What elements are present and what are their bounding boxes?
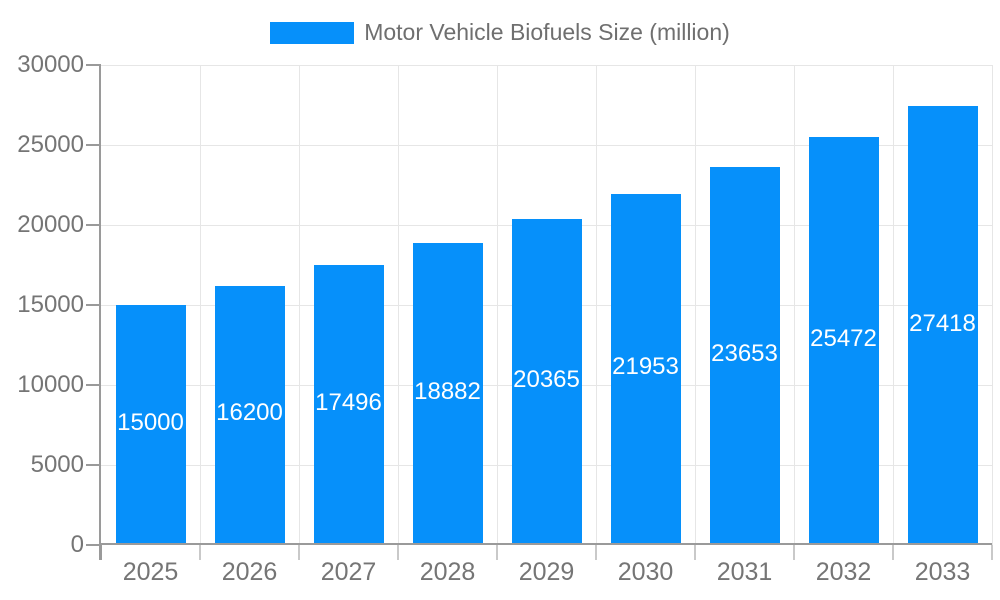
- x-axis-tick-label: 2029: [518, 558, 575, 586]
- bar: [610, 193, 681, 543]
- x-axis-tick: [694, 545, 696, 560]
- bar-value-label: 23653: [711, 339, 778, 367]
- x-axis-tick: [496, 545, 498, 560]
- bar-value-label: 18882: [414, 377, 481, 405]
- y-axis-tick: [86, 464, 101, 466]
- y-axis-tick: [86, 304, 101, 306]
- x-gridline: [793, 65, 795, 545]
- x-axis-tick-label: 2033: [914, 558, 971, 586]
- y-axis-tick-label: 0: [70, 531, 84, 558]
- bar: [115, 305, 186, 543]
- bar-value-label: 17496: [315, 389, 382, 417]
- x-axis-tick: [100, 545, 102, 560]
- bar-value-label: 16200: [216, 399, 283, 427]
- x-axis-tick: [298, 545, 300, 560]
- x-axis-tick: [595, 545, 597, 560]
- y-axis-tick-label: 10000: [17, 371, 84, 398]
- y-axis-tick: [86, 144, 101, 146]
- x-axis-tick-label: 2032: [815, 558, 872, 586]
- y-axis-tick: [86, 384, 101, 386]
- y-axis-tick-label: 20000: [17, 211, 84, 238]
- legend-label: Motor Vehicle Biofuels Size (million): [364, 19, 730, 45]
- bar-value-label: 25472: [810, 325, 877, 353]
- y-axis-tick: [86, 64, 101, 66]
- bar: [709, 166, 780, 543]
- y-axis-tick-label: 30000: [17, 51, 84, 78]
- y-axis-tick-label: 15000: [17, 291, 84, 318]
- x-axis-tick-label: 2025: [122, 558, 179, 586]
- legend: Motor Vehicle Biofuels Size (million): [0, 19, 1000, 46]
- x-gridline: [298, 65, 300, 545]
- x-axis-tick-label: 2026: [221, 558, 278, 586]
- x-axis-tick-label: 2027: [320, 558, 377, 586]
- x-axis-line: [99, 543, 992, 545]
- x-gridline: [892, 65, 894, 545]
- bar: [412, 242, 483, 543]
- y-axis-tick: [86, 544, 101, 546]
- x-axis-tick: [199, 545, 201, 560]
- x-gridline: [694, 65, 696, 545]
- bar: [313, 265, 384, 543]
- bar-value-label: 15000: [117, 409, 184, 436]
- y-axis-tick: [86, 224, 101, 226]
- x-axis-tick-label: 2028: [419, 558, 476, 586]
- x-axis-tick: [793, 545, 795, 560]
- x-axis-tick: [991, 545, 993, 560]
- bar: [808, 137, 879, 543]
- x-gridline: [496, 65, 498, 545]
- x-gridline: [595, 65, 597, 545]
- bar-value-label: 27418: [909, 309, 976, 337]
- x-axis-tick: [892, 545, 894, 560]
- legend-swatch: [270, 21, 355, 44]
- x-axis-tick-label: 2030: [617, 558, 674, 586]
- x-gridline: [199, 65, 201, 545]
- x-axis-tick-label: 2031: [716, 558, 773, 586]
- bar: [511, 219, 582, 543]
- x-axis-tick: [397, 545, 399, 560]
- bar-value-label: 20365: [513, 366, 580, 394]
- bar-value-label: 21953: [612, 353, 679, 381]
- y-gridline: [101, 144, 992, 146]
- x-gridline: [397, 65, 399, 545]
- y-axis-line: [99, 65, 101, 560]
- y-axis-tick-label: 5000: [30, 451, 84, 478]
- bar: [214, 285, 285, 543]
- bar: [907, 106, 978, 543]
- x-gridline: [991, 65, 993, 545]
- y-axis-tick-label: 25000: [17, 131, 84, 158]
- y-gridline: [101, 64, 992, 66]
